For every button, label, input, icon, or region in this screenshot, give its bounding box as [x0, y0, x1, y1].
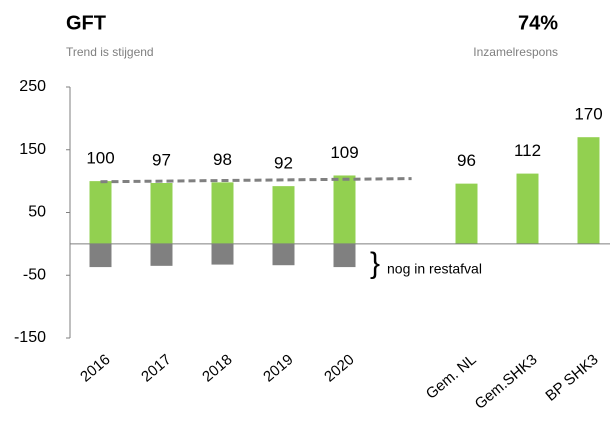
chart-title: GFT	[66, 12, 106, 34]
x-tick-label: BP SHK3	[542, 351, 601, 405]
value-label: 96	[457, 151, 476, 170]
kpi-value: 74%	[518, 12, 558, 34]
value-label: 112	[514, 141, 541, 160]
bar	[272, 243, 295, 266]
y-tick-label: -150	[14, 329, 46, 346]
value-label: 92	[274, 154, 293, 173]
value-label: 98	[213, 150, 232, 169]
value-label: 97	[152, 150, 171, 169]
x-tick-label: Gem. NL	[423, 351, 480, 403]
brace: }	[370, 247, 380, 280]
bar	[272, 186, 295, 244]
bar	[211, 243, 234, 265]
y-tick-label: 150	[19, 141, 46, 158]
trend-line	[100, 177, 412, 184]
bar	[89, 181, 112, 244]
y-tick-label: 250	[19, 78, 46, 95]
x-tick-label: 2019	[260, 351, 296, 385]
kpi-label: Inzamelrespons	[473, 45, 558, 59]
bar	[333, 175, 356, 244]
bar	[455, 183, 478, 244]
bar	[89, 243, 112, 268]
y-tick-label: -50	[23, 266, 46, 283]
bar	[577, 137, 600, 244]
bar	[516, 173, 539, 244]
value-label: 109	[330, 143, 358, 162]
value-label: 170	[574, 105, 602, 124]
y-tick-label: 50	[28, 204, 46, 221]
x-tick-label: Gem.SHK3	[472, 351, 541, 413]
x-tick-label: 2018	[199, 351, 235, 385]
bar	[333, 243, 356, 268]
value-label: 100	[86, 149, 114, 168]
bar	[150, 183, 173, 244]
annotation: nog in restafval	[387, 261, 482, 277]
x-tick-label: 2016	[77, 351, 113, 385]
bar	[150, 243, 173, 266]
bar	[211, 182, 234, 244]
x-tick-label: 2017	[138, 351, 174, 385]
chart-subtitle: Trend is stijgend	[66, 45, 154, 59]
x-tick-label: 2020	[321, 351, 357, 385]
